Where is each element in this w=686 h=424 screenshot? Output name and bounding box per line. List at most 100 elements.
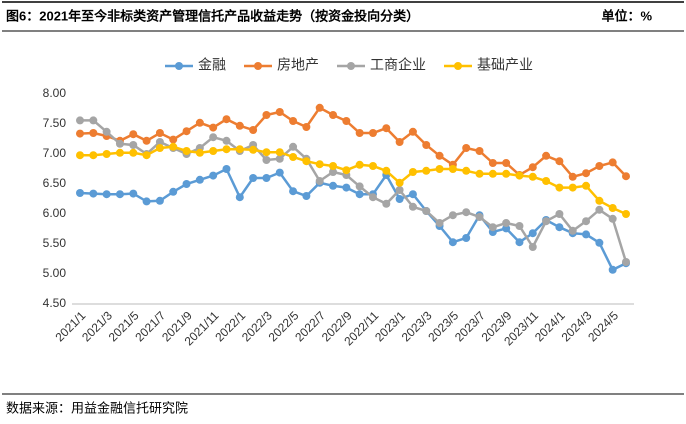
point: [395, 138, 404, 146]
point: [448, 165, 457, 173]
point: [329, 168, 338, 176]
point: [368, 193, 377, 202]
point: [355, 190, 364, 199]
point: [355, 129, 364, 137]
point: [568, 183, 577, 192]
point: [222, 145, 231, 154]
point: [142, 151, 151, 160]
point: [382, 124, 391, 133]
point: [329, 181, 338, 190]
point: [515, 238, 524, 247]
point: [542, 177, 551, 185]
point: [289, 117, 298, 125]
point: [169, 135, 178, 144]
point: [568, 172, 577, 181]
point: [368, 162, 377, 170]
y-tick-label: 7.00: [43, 146, 67, 160]
point: [222, 136, 231, 145]
point: [475, 213, 484, 221]
point: [76, 189, 84, 197]
point: [422, 207, 431, 215]
point: [129, 189, 138, 198]
point: [169, 142, 178, 151]
point: [382, 166, 391, 175]
point: [222, 165, 231, 173]
point: [249, 145, 258, 154]
point: [395, 178, 404, 187]
point: [102, 150, 111, 158]
point: [89, 189, 98, 198]
point: [608, 204, 617, 212]
point: [76, 151, 84, 160]
legend-label: 金融: [198, 57, 226, 73]
point: [129, 130, 138, 139]
point: [582, 217, 591, 226]
legend-marker: [175, 62, 183, 70]
point: [262, 156, 271, 164]
point: [582, 169, 591, 178]
point: [515, 171, 524, 180]
point: [528, 172, 537, 181]
point: [555, 183, 564, 192]
chart-title: 图6：2021年至今非标类资产管理信托产品收益走势（按资金投向分类）: [6, 8, 419, 23]
point: [115, 139, 124, 148]
point: [542, 151, 551, 160]
point: [582, 230, 591, 239]
point: [462, 166, 471, 175]
point: [502, 219, 511, 227]
point: [608, 265, 617, 274]
point: [142, 197, 151, 206]
point: [315, 103, 324, 112]
point: [435, 151, 444, 160]
point: [422, 141, 431, 149]
point: [622, 210, 630, 218]
point: [115, 190, 124, 199]
point: [622, 172, 630, 181]
point: [462, 234, 471, 242]
point: [528, 163, 537, 172]
point: [302, 123, 311, 131]
point: [115, 148, 124, 157]
point: [475, 147, 484, 155]
point: [235, 121, 244, 130]
point: [382, 199, 391, 208]
point: [89, 129, 98, 137]
point: [488, 223, 497, 232]
point: [275, 154, 284, 163]
point: [422, 166, 431, 175]
point: [302, 192, 311, 200]
point: [155, 144, 164, 152]
point: [222, 115, 231, 124]
legend-label: 工商企业: [370, 57, 426, 73]
point: [129, 148, 138, 157]
point: [622, 258, 630, 266]
point: [395, 186, 404, 194]
point: [182, 147, 191, 155]
point: [76, 116, 84, 125]
point: [182, 180, 191, 188]
point: [595, 162, 604, 170]
point: [249, 126, 258, 134]
unit-label: 单位：%: [601, 8, 652, 23]
legend-label: 房地产: [277, 57, 319, 73]
point: [155, 129, 164, 137]
y-tick-label: 5.50: [43, 236, 67, 250]
point: [289, 153, 298, 161]
point: [289, 187, 298, 196]
point: [195, 118, 204, 127]
point: [262, 111, 271, 119]
point: [209, 123, 218, 132]
point: [89, 151, 98, 160]
point: [182, 127, 191, 136]
point: [275, 108, 284, 116]
point: [582, 181, 591, 190]
point: [528, 243, 537, 251]
point: [342, 166, 351, 175]
point: [76, 129, 84, 138]
point: [475, 169, 484, 178]
point: [275, 168, 284, 177]
point: [169, 187, 178, 196]
point: [102, 190, 111, 199]
point: [155, 138, 164, 146]
point: [102, 127, 111, 136]
